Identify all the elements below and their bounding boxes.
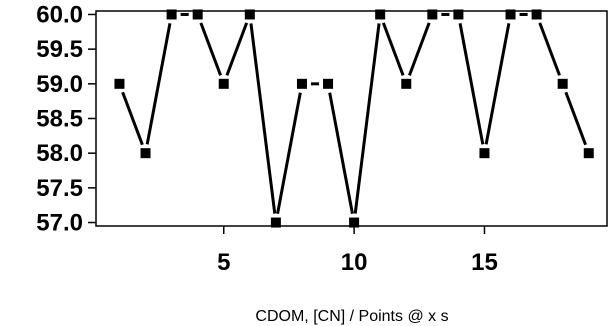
y-tick-label: 58.0 (36, 140, 83, 167)
data-point-marker (375, 9, 386, 20)
data-point-marker (244, 9, 255, 20)
series-line-segment (564, 91, 587, 146)
data-point-marker (166, 9, 177, 20)
data-point-marker (192, 9, 203, 20)
series-line-segment (408, 22, 431, 76)
data-point-marker (401, 78, 412, 89)
x-axis-title: CDOM, [CN] / Points @ x s (255, 308, 448, 325)
y-tick-label: 57.5 (36, 175, 83, 202)
series-line-segment (225, 22, 249, 76)
data-point-marker (349, 217, 360, 228)
data-point-marker (218, 78, 229, 89)
series-line-segment (199, 22, 222, 76)
data-point-marker (453, 9, 464, 20)
data-point-marker (296, 78, 307, 89)
data-point-marker (140, 148, 151, 159)
data-point-marker (323, 78, 334, 89)
y-tick-label: 57.0 (36, 210, 83, 237)
series-line-segment (249, 23, 277, 214)
series-line-segment (484, 23, 511, 145)
y-axis: 57.0 57.5 58.0 58.5 59.0 59.5 60.0 (36, 1, 96, 237)
x-tick-label: 10 (341, 249, 368, 276)
series-line-segment (353, 23, 381, 214)
data-point-marker (427, 9, 438, 20)
plot-frame (95, 10, 608, 227)
series-line-segment (145, 23, 172, 145)
y-tick-label: 59.5 (36, 36, 83, 63)
data-point-marker (114, 78, 125, 89)
series-line-segment (458, 23, 485, 145)
x-tick-label: 5 (217, 249, 230, 276)
y-tick-label: 60.0 (36, 1, 83, 28)
series-layer (121, 12, 587, 214)
data-point-marker (505, 9, 516, 20)
series-line-segment (121, 91, 144, 146)
marker-layer (114, 9, 594, 228)
series-line-segment (276, 92, 302, 214)
y-tick-label: 58.5 (36, 106, 83, 133)
series-line-segment (381, 22, 405, 76)
y-tick-label: 59.0 (36, 71, 83, 98)
series-line-segment (328, 92, 354, 214)
data-point-marker (270, 217, 281, 228)
series-line-segment (538, 22, 561, 76)
data-point-marker (531, 9, 542, 20)
data-point-marker (479, 148, 490, 159)
x-axis: 5 10 15 (217, 226, 498, 276)
data-point-marker (583, 148, 594, 159)
x-tick-label: 15 (471, 249, 498, 276)
data-point-marker (557, 78, 568, 89)
